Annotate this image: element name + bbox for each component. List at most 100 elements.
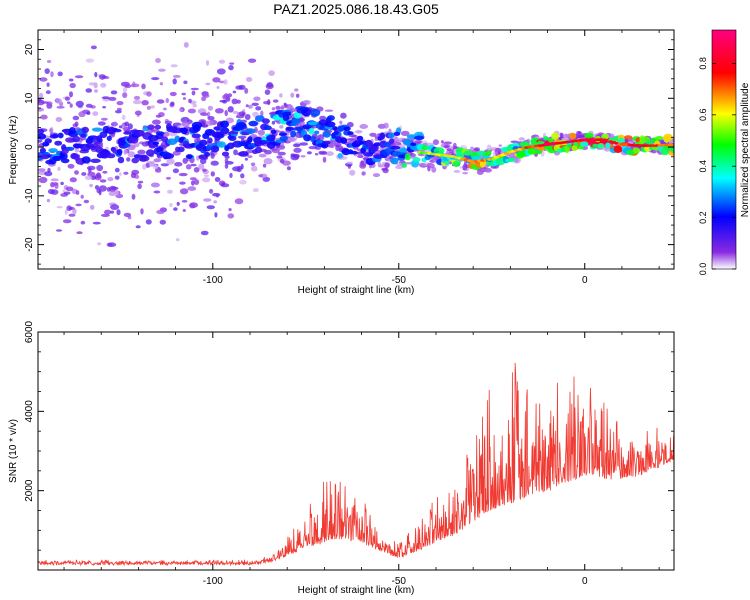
heatmap-cell xyxy=(470,146,474,150)
heatmap-cell xyxy=(141,83,146,90)
heatmap-cell xyxy=(205,60,210,66)
heatmap-cell xyxy=(255,106,262,111)
heatmap-cell xyxy=(228,65,234,71)
heatmap-cell xyxy=(122,92,128,98)
heatmap-cell xyxy=(101,96,111,100)
heatmap-cell xyxy=(210,145,220,153)
heatmap-cell xyxy=(156,154,161,158)
heatmap-cell xyxy=(46,60,52,63)
heatmap-cell xyxy=(106,153,116,159)
heatmap-cell xyxy=(338,145,344,150)
heatmap-cell xyxy=(453,169,461,173)
heatmap-cell xyxy=(300,155,306,158)
heatmap-cell xyxy=(224,163,229,169)
heatmap-cell xyxy=(308,127,315,135)
heatmap-cell xyxy=(38,133,47,140)
heatmap-cell xyxy=(340,112,347,119)
heatmap-cell xyxy=(210,171,215,177)
heatmap-cell xyxy=(250,165,258,172)
heatmap-cell xyxy=(172,150,181,156)
heatmap-cell xyxy=(140,208,144,215)
heatmap-cell xyxy=(332,126,338,131)
heatmap-cell xyxy=(97,121,106,126)
heatmap-cell xyxy=(207,116,215,121)
y-tick-label: 10 xyxy=(24,92,35,104)
heatmap-cell xyxy=(69,82,76,89)
heatmap-cell xyxy=(239,179,247,185)
heatmap-cell xyxy=(220,120,229,128)
heatmap-cell xyxy=(233,149,238,156)
heatmap-cell xyxy=(242,109,246,112)
heatmap-cell xyxy=(401,162,407,168)
heatmap-cell xyxy=(229,62,235,65)
heatmap-cell xyxy=(276,155,283,159)
heatmap-cell xyxy=(97,242,102,246)
colorbar-tick-label: 0.6 xyxy=(698,109,708,122)
heatmap-cell xyxy=(89,204,95,210)
heatmap-cell xyxy=(322,140,331,145)
heatmap-cell xyxy=(238,151,249,157)
heatmap-cell xyxy=(83,199,90,204)
heatmap-cell xyxy=(166,158,175,165)
heatmap-cell xyxy=(282,111,292,116)
spectrogram-frame xyxy=(37,29,675,270)
heatmap-cell xyxy=(261,118,270,124)
heatmap-cell xyxy=(68,78,74,82)
heatmap-cell xyxy=(190,163,197,167)
heatmap-cell xyxy=(50,71,54,78)
heatmap-cell xyxy=(92,111,99,116)
heatmap-cell xyxy=(38,97,42,103)
heatmap-cell xyxy=(181,120,191,127)
heatmap-cell xyxy=(400,130,410,136)
heatmap-cell xyxy=(153,158,162,163)
heatmap-cell xyxy=(346,161,353,165)
heatmap-cell xyxy=(670,147,674,153)
heatmap-cell xyxy=(605,142,611,149)
heatmap-cell xyxy=(191,90,196,96)
heatmap-cell xyxy=(81,156,91,164)
heatmap-cell xyxy=(104,209,112,215)
heatmap-cell xyxy=(290,92,295,98)
heatmap-cell xyxy=(148,161,155,167)
x-tick-label: -50 xyxy=(392,576,407,587)
heatmap-cell xyxy=(146,91,152,97)
colorbar-tick-label: 0.4 xyxy=(698,160,708,173)
heatmap-cell xyxy=(262,176,271,182)
heatmap-cell xyxy=(142,155,150,162)
heatmap-cell xyxy=(72,208,77,215)
heatmap-cell xyxy=(200,158,207,165)
heatmap-cell xyxy=(334,142,342,148)
heatmap-cell xyxy=(55,117,63,122)
heatmap-cell xyxy=(57,132,64,139)
heatmap-cell xyxy=(200,230,209,236)
heatmap-cell xyxy=(318,119,328,126)
heatmap-cell xyxy=(389,138,395,145)
heatmap-cell xyxy=(473,147,480,152)
heatmap-cell xyxy=(597,143,604,149)
heatmap-cell xyxy=(443,145,450,149)
heatmap-cell xyxy=(187,108,196,114)
heatmap-cell xyxy=(202,168,207,172)
heatmap-cell xyxy=(100,82,107,88)
heatmap-cell xyxy=(294,88,299,92)
heatmap-cell xyxy=(444,160,450,166)
heatmap-cell xyxy=(158,68,166,72)
heatmap-cell xyxy=(191,133,201,139)
heatmap-cell xyxy=(92,221,101,225)
heatmap-cell xyxy=(107,126,116,135)
heatmap-cell xyxy=(74,75,84,79)
heatmap-cell xyxy=(182,97,186,100)
heatmap-cell xyxy=(571,145,578,152)
y-tick-label: 2000 xyxy=(24,479,35,502)
heatmap-cell xyxy=(46,198,51,203)
heatmap-cell xyxy=(247,136,253,143)
heatmap-cell xyxy=(433,159,437,163)
heatmap-cell xyxy=(206,120,214,126)
heatmap-cell xyxy=(108,191,117,196)
heatmap-cell xyxy=(270,134,276,141)
heatmap-cell xyxy=(232,90,237,94)
heatmap-cell xyxy=(62,219,72,224)
heatmap-cell xyxy=(150,182,160,188)
heatmap-cell xyxy=(569,132,577,140)
heatmap-cell xyxy=(106,187,111,192)
